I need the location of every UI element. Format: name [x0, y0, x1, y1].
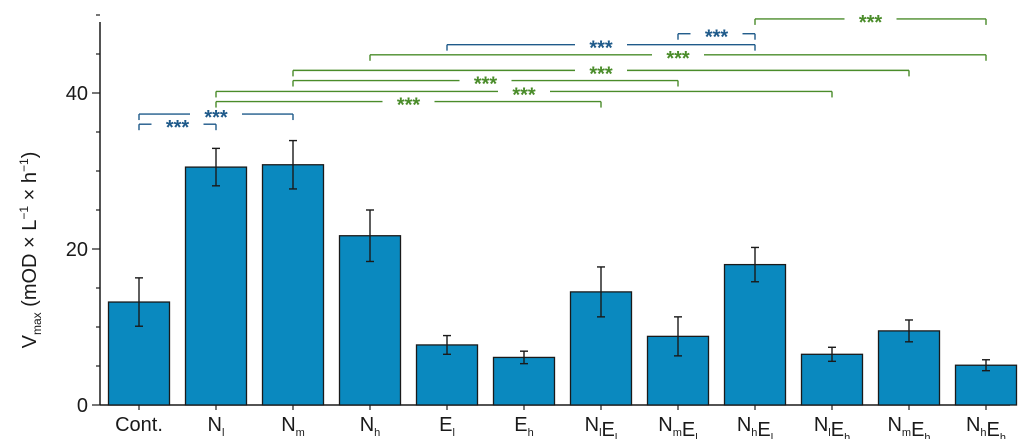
bar-nl — [184, 166, 248, 406]
error-bar-eh — [520, 350, 528, 365]
error-bar-cont — [135, 277, 143, 327]
significance-label: *** — [859, 12, 883, 34]
x-tick-label-el: El — [439, 414, 455, 439]
bar-nhel — [723, 263, 787, 406]
significance-bracket-8: *** — [677, 27, 756, 49]
significance-bracket-3: *** — [215, 84, 833, 106]
error-bar-nh — [366, 209, 374, 263]
significance-bracket-6: *** — [369, 48, 987, 70]
x-tick-label-eh: Eh — [514, 414, 533, 439]
significance-label: *** — [705, 27, 729, 49]
bar-nheh — [954, 364, 1018, 406]
y-tick-label: 40 — [66, 83, 88, 105]
significance-bracket-5: *** — [292, 63, 910, 85]
significance-label: *** — [397, 95, 421, 117]
error-bar-nleh — [828, 346, 836, 363]
y-tick-label: 0 — [77, 395, 88, 417]
error-bar-nmeh — [905, 319, 913, 343]
error-bar-nmel — [674, 316, 682, 357]
y-axis-label: Vmax (mOD × L−1 × h−1) — [17, 152, 44, 349]
x-tick-label-cont: Cont. — [115, 414, 163, 436]
significance-bracket-9: *** — [754, 12, 987, 34]
x-tick-label-nheh: NhEh — [966, 414, 1006, 439]
x-tick-label-nleh: NlEh — [814, 414, 850, 439]
x-tick-label-nh: Nh — [360, 414, 381, 439]
x-tick-label-nlel: NlEl — [585, 414, 618, 439]
bar-eh — [492, 356, 556, 406]
significance-bracket-4: *** — [292, 74, 679, 96]
error-bar-nl — [212, 147, 220, 187]
significance-label: *** — [474, 74, 498, 96]
bar-nmeh — [877, 330, 941, 406]
significance-label: *** — [666, 48, 690, 70]
significance-label: *** — [589, 38, 613, 60]
error-bar-nlel — [597, 266, 605, 318]
significance-label: *** — [512, 84, 536, 106]
significance-label: *** — [166, 117, 190, 139]
bar-nh — [338, 235, 402, 406]
x-tick-label-nl: Nl — [208, 414, 225, 439]
significance-bracket-1: *** — [138, 107, 294, 129]
x-tick-label-nmeh: NmEh — [887, 414, 930, 439]
significance-bracket-7: *** — [446, 38, 756, 60]
significance-label: *** — [589, 63, 613, 85]
error-bar-nhel — [751, 246, 759, 283]
y-tick-label: 20 — [66, 239, 88, 261]
error-bar-nm — [289, 139, 297, 190]
x-tick-label-nmel: NmEl — [658, 414, 697, 439]
error-bar-el — [443, 334, 451, 355]
error-bar-nheh — [982, 359, 990, 372]
x-tick-label-nhel: NhEl — [737, 414, 773, 439]
bar-nm — [261, 164, 325, 406]
significance-label: *** — [204, 107, 228, 129]
significance-bracket-2: *** — [215, 95, 602, 117]
significance-bracket-0: *** — [138, 117, 217, 139]
x-tick-label-nm: Nm — [281, 414, 305, 439]
